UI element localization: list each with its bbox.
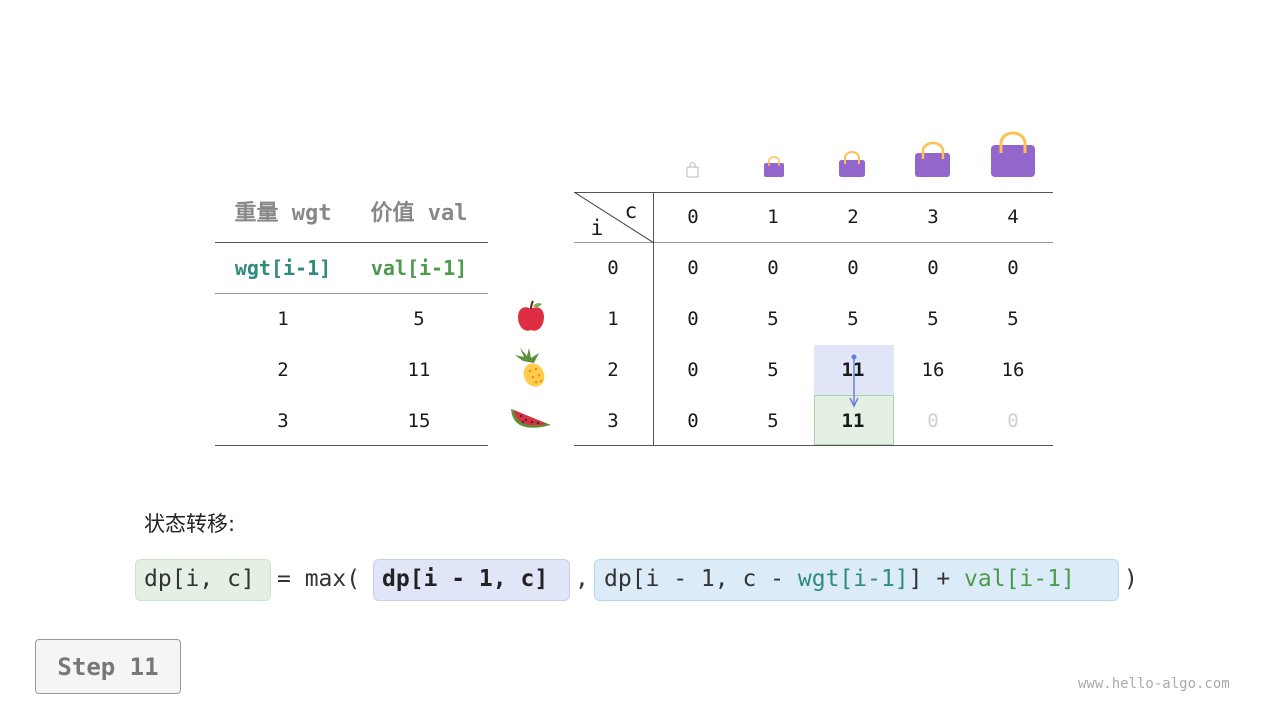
divider bbox=[653, 192, 654, 446]
formula-opt2-a: dp[i - 1, c - bbox=[604, 566, 798, 592]
option2-box bbox=[594, 559, 1119, 601]
item-value: 15 bbox=[407, 410, 431, 432]
dp-cell: 5 bbox=[767, 308, 779, 330]
header-weight: 重量 wgt bbox=[234, 201, 332, 226]
dp-cell: 0 bbox=[927, 410, 939, 432]
formula-opt2-b: ] + bbox=[908, 566, 965, 592]
dp-cell: 0 bbox=[1007, 257, 1019, 279]
bag-capacity-2-icon bbox=[839, 151, 865, 177]
divider bbox=[215, 242, 488, 243]
row-header: 2 bbox=[607, 359, 619, 381]
col-header: 3 bbox=[927, 206, 939, 228]
dp-cell: 0 bbox=[687, 359, 699, 381]
bag-capacity-3-icon bbox=[915, 141, 950, 177]
dp-cell: 5 bbox=[927, 308, 939, 330]
col-header: 2 bbox=[847, 206, 859, 228]
formula-option2: dp[i - 1, c - wgt[i-1]] + val[i-1] bbox=[604, 566, 1075, 592]
item-value: 5 bbox=[413, 308, 425, 330]
dp-cell: 0 bbox=[927, 257, 939, 279]
dp-cell: 0 bbox=[687, 410, 699, 432]
pineapple-icon bbox=[515, 348, 545, 387]
subheader-wgt: wgt[i-1] bbox=[234, 256, 332, 280]
formula-lhs: dp[i, c] bbox=[144, 566, 255, 592]
step-button[interactable]: Step 11 bbox=[35, 639, 181, 694]
dp-cell: 5 bbox=[767, 359, 779, 381]
subheader-val: val[i-1] bbox=[370, 256, 468, 280]
dp-cell: 0 bbox=[687, 308, 699, 330]
row-header: 3 bbox=[607, 410, 619, 432]
transition-label: 状态转移: bbox=[144, 512, 236, 536]
corner-diagonal bbox=[574, 192, 654, 243]
option1-box bbox=[373, 559, 570, 601]
item-value: 11 bbox=[407, 359, 431, 381]
dp-cell: 5 bbox=[847, 308, 859, 330]
row-header: 0 bbox=[607, 257, 619, 279]
apple-icon bbox=[518, 300, 544, 331]
formula-wgt: wgt[i-1] bbox=[797, 566, 909, 592]
row-header: 1 bbox=[607, 308, 619, 330]
formula-comma: , bbox=[575, 566, 589, 592]
bag-capacity-4-icon bbox=[991, 131, 1035, 177]
header-value: 价值 val bbox=[370, 201, 468, 226]
corner-row-label: i bbox=[590, 216, 604, 240]
col-header: 1 bbox=[767, 206, 779, 228]
dp-cell: 11 bbox=[841, 410, 865, 432]
divider bbox=[215, 445, 488, 446]
dp-cell: 5 bbox=[1007, 308, 1019, 330]
lhs-box bbox=[135, 559, 271, 601]
item-weight: 1 bbox=[277, 308, 289, 330]
col-header: 0 bbox=[687, 206, 699, 228]
bag-capacity-1-icon bbox=[764, 156, 784, 177]
dp-cell: 5 bbox=[767, 410, 779, 432]
corner-col-label: c bbox=[624, 199, 638, 223]
dp-cell: 0 bbox=[767, 257, 779, 279]
watermelon-icon bbox=[511, 409, 551, 428]
dp-cell: 0 bbox=[687, 257, 699, 279]
dp-cell: 0 bbox=[1007, 410, 1019, 432]
col-header: 4 bbox=[1007, 206, 1019, 228]
formula-eq: = max( bbox=[277, 566, 361, 592]
dp-cell: 16 bbox=[921, 359, 945, 381]
formula-val: val[i-1] bbox=[964, 566, 1075, 592]
watermark: www.hello-algo.com bbox=[1078, 676, 1230, 692]
divider bbox=[574, 192, 1053, 193]
item-weight: 3 bbox=[277, 410, 289, 432]
divider bbox=[574, 242, 1053, 243]
divider bbox=[215, 293, 488, 294]
dp-cell: 16 bbox=[1001, 359, 1025, 381]
divider bbox=[574, 445, 1053, 446]
dp-cell: 11 bbox=[841, 359, 865, 381]
item-weight: 2 bbox=[277, 359, 289, 381]
bag-capacity-0-icon bbox=[686, 162, 699, 178]
dp-cell: 0 bbox=[847, 257, 859, 279]
formula-option1: dp[i - 1, c] bbox=[382, 566, 549, 592]
transition-arrow-icon bbox=[849, 354, 859, 408]
formula-close: ) bbox=[1124, 566, 1138, 592]
